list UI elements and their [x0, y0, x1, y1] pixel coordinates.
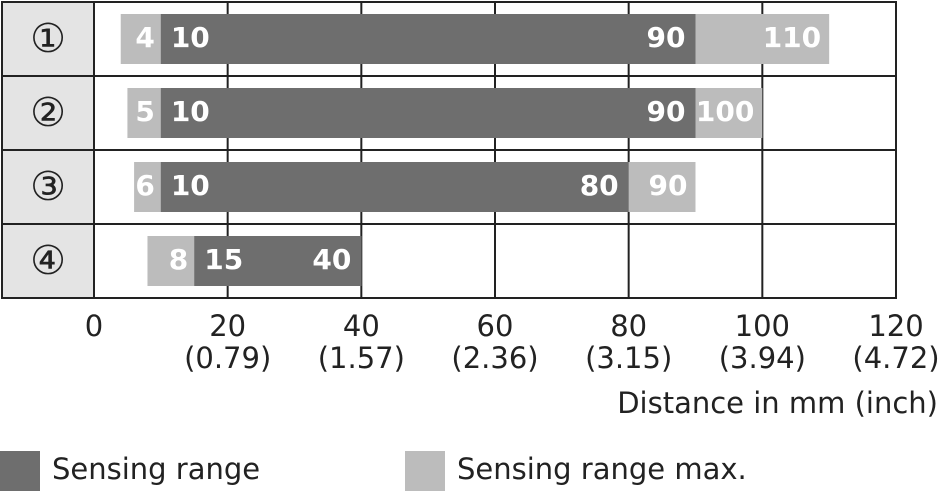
- range-low-label: 10: [171, 21, 210, 54]
- legend-label: Sensing range: [52, 452, 260, 486]
- max-high-label: 110: [763, 21, 821, 54]
- max-low-label: 8: [169, 243, 188, 276]
- x-tick-inch-label: (4.72): [852, 341, 939, 375]
- row-label: ①: [30, 16, 66, 62]
- range-low-label: 10: [171, 95, 210, 128]
- x-tick-label: 100: [735, 309, 790, 343]
- row-label: ②: [30, 90, 66, 136]
- range-high-label: 90: [647, 21, 686, 54]
- range-bar: [160, 162, 629, 212]
- range-low-label: 15: [204, 243, 243, 276]
- range-high-label: 80: [580, 169, 619, 202]
- range-bar: [160, 88, 696, 138]
- max-low-label: 4: [135, 21, 154, 54]
- x-tick-inch-label: (1.57): [318, 341, 405, 375]
- range-low-label: 10: [171, 169, 210, 202]
- x-tick-inch-label: (3.15): [585, 341, 672, 375]
- x-tick-label: 80: [610, 309, 647, 343]
- max-high-label: 90: [649, 169, 688, 202]
- x-tick-label: 0: [85, 309, 103, 343]
- x-tick-label: 20: [209, 309, 246, 343]
- x-axis-label: Distance in mm (inch): [617, 386, 938, 420]
- x-tick-inch-label: (0.79): [184, 341, 271, 375]
- range-bar: [160, 14, 696, 64]
- x-tick-inch-label: (3.94): [719, 341, 806, 375]
- plot-frame: [1, 1, 897, 299]
- row-label: ④: [30, 238, 66, 284]
- legend-swatch: [405, 451, 445, 491]
- x-tick-label: 60: [477, 309, 514, 343]
- row-label: ③: [30, 164, 66, 210]
- legend-swatch: [0, 451, 40, 491]
- legend-label: Sensing range max.: [457, 452, 747, 486]
- x-tick-inch-label: (2.36): [451, 341, 538, 375]
- max-high-label: 100: [696, 95, 754, 128]
- max-low-label: 6: [135, 169, 154, 202]
- range-bar: [194, 236, 362, 286]
- x-tick-label: 40: [343, 309, 380, 343]
- x-tick-label: 120: [868, 309, 923, 343]
- range-high-label: 40: [312, 243, 351, 276]
- max-low-label: 5: [135, 95, 154, 128]
- range-high-label: 90: [647, 95, 686, 128]
